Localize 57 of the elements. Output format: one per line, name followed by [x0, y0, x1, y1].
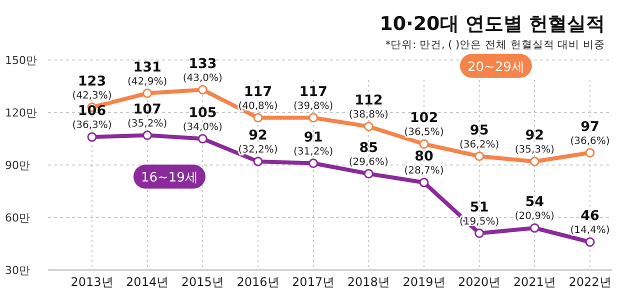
point — [253, 156, 263, 166]
text: 16~19세 — [140, 170, 198, 186]
y-tick-label: 30만 — [5, 264, 30, 277]
y-tick-label: 120만 — [5, 106, 37, 120]
data-label: 107 (35,2%) — [128, 101, 168, 130]
text: 20~29세 — [467, 60, 524, 75]
point — [198, 85, 208, 94]
data-label: 105 (34,0%) — [182, 104, 223, 133]
data-label: 46 (14,4%) — [570, 208, 610, 236]
x-tick-label: 2020년 — [458, 275, 501, 289]
point — [308, 158, 318, 168]
point — [87, 132, 97, 142]
x-tick-label: 2014년 — [126, 275, 169, 289]
data-label: 117 (39,8%) — [294, 84, 334, 112]
point — [142, 88, 152, 98]
data-label: 80 (28,7%) — [404, 148, 444, 176]
x-tick-label: 2015년 — [181, 275, 224, 289]
data-label: 54 (20,9%) — [514, 194, 555, 222]
x-tick-label: 2019년 — [402, 275, 446, 289]
text: *단위: 만건, ( )안은 전체 헌혈실적 대비 비중 — [385, 39, 605, 51]
data-label: 123 (42,3%) — [72, 73, 112, 102]
x-tick-label: 2013년 — [70, 275, 114, 289]
point — [530, 223, 540, 233]
x-tick-label: 2022년 — [568, 275, 612, 289]
point — [474, 152, 484, 161]
data-label: 106 (36,3%) — [72, 103, 112, 131]
data-label: 92 (32,2%) — [238, 128, 278, 156]
data-label: 85 (29,6%) — [348, 140, 389, 168]
y-tick-label: 60만 — [5, 212, 30, 224]
data-label: 97 (36,6%) — [570, 118, 610, 147]
point — [364, 122, 374, 132]
point — [419, 139, 429, 149]
point — [198, 134, 208, 144]
x-tick-label: 2017년 — [292, 275, 335, 289]
point — [253, 113, 263, 122]
y-tick-label: 150만 — [5, 54, 37, 67]
point — [308, 113, 318, 122]
point — [474, 228, 484, 238]
point — [364, 169, 374, 178]
data-label: 112 (38,8%) — [348, 92, 389, 120]
data-label: 102 (36,5%) — [404, 110, 444, 138]
y-tick-label: 90만 — [5, 159, 30, 172]
x-tick-label: 2021년 — [513, 275, 556, 289]
point — [585, 148, 595, 158]
point — [419, 178, 429, 188]
chart-title: 10·20대 연도별 헌혈실적 — [380, 13, 605, 35]
data-label: 91 (31,2%) — [294, 129, 334, 158]
data-label: 133 (43,0%) — [182, 56, 223, 84]
x-tick-label: 2018년 — [347, 275, 390, 289]
point — [585, 237, 595, 247]
data-label: 92 (35,3%) — [514, 128, 555, 156]
point — [530, 156, 540, 166]
x-tick-label: 2016년 — [236, 275, 280, 289]
data-label: 131 (42,9%) — [128, 59, 168, 88]
data-label: 95 (36,2%) — [460, 122, 500, 150]
data-label: 117 (40,8%) — [238, 84, 278, 112]
point — [142, 130, 152, 140]
